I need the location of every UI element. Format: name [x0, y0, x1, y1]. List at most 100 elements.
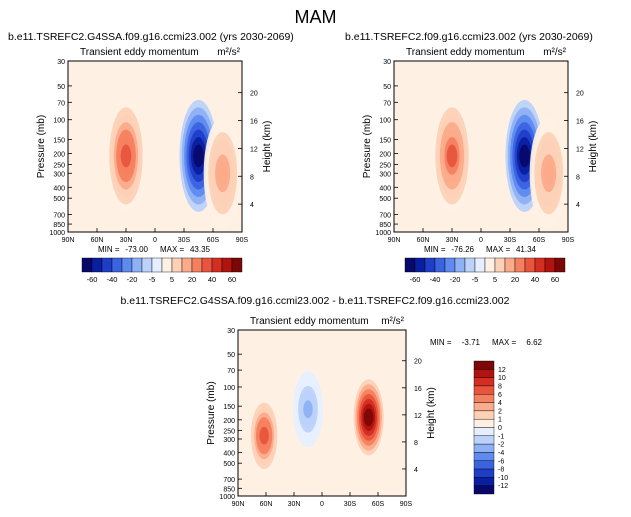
colorbar-box	[544, 257, 556, 273]
p-tick-label: 30	[227, 328, 235, 335]
h-tick-label: 4	[250, 202, 254, 209]
colorbar-box	[473, 418, 495, 428]
colorbar-box	[474, 257, 486, 273]
colorbar-box	[151, 257, 163, 273]
colorbar-box	[454, 257, 466, 273]
colorbar-box	[473, 360, 495, 370]
x-tick-label: 30S	[344, 501, 357, 508]
colorbar-box	[201, 257, 213, 273]
x-tick-label: 90S	[562, 237, 575, 244]
colorbar-box	[524, 257, 536, 273]
h-tick-label: 16	[250, 119, 258, 126]
left-string: Transient eddy momentum	[80, 47, 199, 58]
colorbar-label: 0	[498, 425, 502, 432]
p-tick-label: 500	[379, 196, 391, 203]
colorbar-label: -60	[410, 275, 421, 284]
colorbar-box	[473, 402, 495, 412]
colorbar-label: 10	[498, 375, 506, 382]
colorbar-label: -40	[107, 275, 118, 284]
colorbar-box	[81, 257, 93, 273]
plot-field	[394, 61, 568, 232]
h-tick-label: 8	[414, 440, 418, 447]
colorbar-label: -6	[498, 458, 504, 465]
colorbar-box	[473, 385, 495, 395]
x-tick-label: 30N	[446, 237, 459, 244]
x-tick-label: 90N	[232, 501, 245, 508]
colorbar-label: -4	[498, 450, 504, 457]
colorbar-label: 20	[188, 275, 196, 284]
min-label: MIN =	[430, 338, 452, 347]
contour-0-6	[259, 426, 269, 445]
x-tick-label: 0	[153, 237, 157, 244]
p-tick-label: 850	[379, 222, 391, 229]
min-value: -73.00	[125, 245, 148, 254]
p-tick-label: 100	[379, 118, 391, 125]
x-tick-label: 90S	[236, 237, 249, 244]
contour-0-6	[120, 144, 132, 168]
colorbar-label: -10	[498, 475, 508, 482]
p-tick-label: 150	[379, 137, 391, 144]
colorbar-box	[101, 257, 113, 273]
colorbar-box	[91, 257, 103, 273]
h-tick-label: 20	[414, 359, 422, 366]
panel-top-right: b.e11.TSREFC2.f09.g16.ccmi23.002 (yrs 20…	[345, 31, 599, 284]
colorbar-label: 6	[498, 392, 502, 399]
h-tick-label: 20	[576, 91, 584, 98]
units: m²/s²	[381, 316, 404, 327]
colorbar-box	[473, 468, 495, 478]
colorbar-label: 5	[493, 275, 497, 284]
max-value: 6.62	[526, 338, 542, 347]
x-tick-label: 60N	[91, 237, 104, 244]
colorbar-label: -12	[498, 483, 508, 490]
colorbar-box	[473, 427, 495, 437]
max-value: 43.35	[190, 245, 211, 254]
colorbar-box	[191, 257, 203, 273]
y-axis-label: Pressure (mb)	[362, 115, 373, 178]
p-tick-label: 1000	[49, 230, 65, 237]
colorbar-label: 60	[228, 275, 236, 284]
p-tick-label: 700	[53, 213, 65, 220]
max-label: MAX =	[160, 245, 185, 254]
colorbar-label: 40	[531, 275, 539, 284]
h-tick-label: 8	[576, 174, 580, 181]
p-tick-label: 250	[379, 162, 391, 169]
units: m²/s²	[217, 47, 240, 58]
colorbar-box	[494, 257, 506, 273]
max-label: MAX =	[492, 338, 517, 347]
x-tick-label: 60S	[207, 237, 220, 244]
x-tick-label: 30S	[178, 237, 191, 244]
p-tick-label: 70	[383, 100, 391, 107]
panel-top-left: b.e11.TSREFC2.G4SSA.f09.g16.ccmi23.002 (…	[8, 31, 294, 284]
p-tick-label: 150	[53, 137, 65, 144]
colorbar-box	[473, 443, 495, 453]
colorbar-box	[473, 410, 495, 420]
p-tick-label: 500	[53, 196, 65, 203]
p-tick-label: 1000	[375, 230, 391, 237]
colorbar-label: -1	[498, 433, 504, 440]
run-title: b.e11.TSREFC2.f09.g16.ccmi23.002 (yrs 20…	[345, 31, 593, 43]
h-tick-label: 4	[414, 467, 418, 474]
y2-axis-label: Height (km)	[588, 121, 599, 173]
colorbar-box	[473, 452, 495, 461]
y-axis-label: Pressure (mb)	[206, 381, 217, 444]
p-tick-label: 70	[57, 100, 65, 107]
colorbar-label: -20	[127, 275, 138, 284]
h-tick-label: 4	[576, 202, 580, 209]
colorbar-box	[141, 257, 153, 273]
p-tick-label: 50	[227, 352, 235, 359]
max-label: MAX =	[486, 245, 511, 254]
plot-field	[68, 61, 242, 232]
colorbar-box	[111, 257, 123, 273]
colorbar-box	[221, 257, 233, 273]
x-tick-label: 0	[479, 237, 483, 244]
contour-1-6	[193, 144, 204, 168]
run-title: b.e11.TSREFC2.G4SSA.f09.g16.ccmi23.002 -…	[121, 295, 510, 307]
colorbar-label: -40	[430, 275, 441, 284]
colorbar-label: 1	[498, 417, 502, 424]
min-value: -3.71	[462, 338, 481, 347]
colorbar-label: -20	[450, 275, 461, 284]
colorbar-label: 5	[170, 275, 174, 284]
x-tick-label: 30N	[288, 501, 301, 508]
p-tick-label: 400	[223, 451, 235, 458]
